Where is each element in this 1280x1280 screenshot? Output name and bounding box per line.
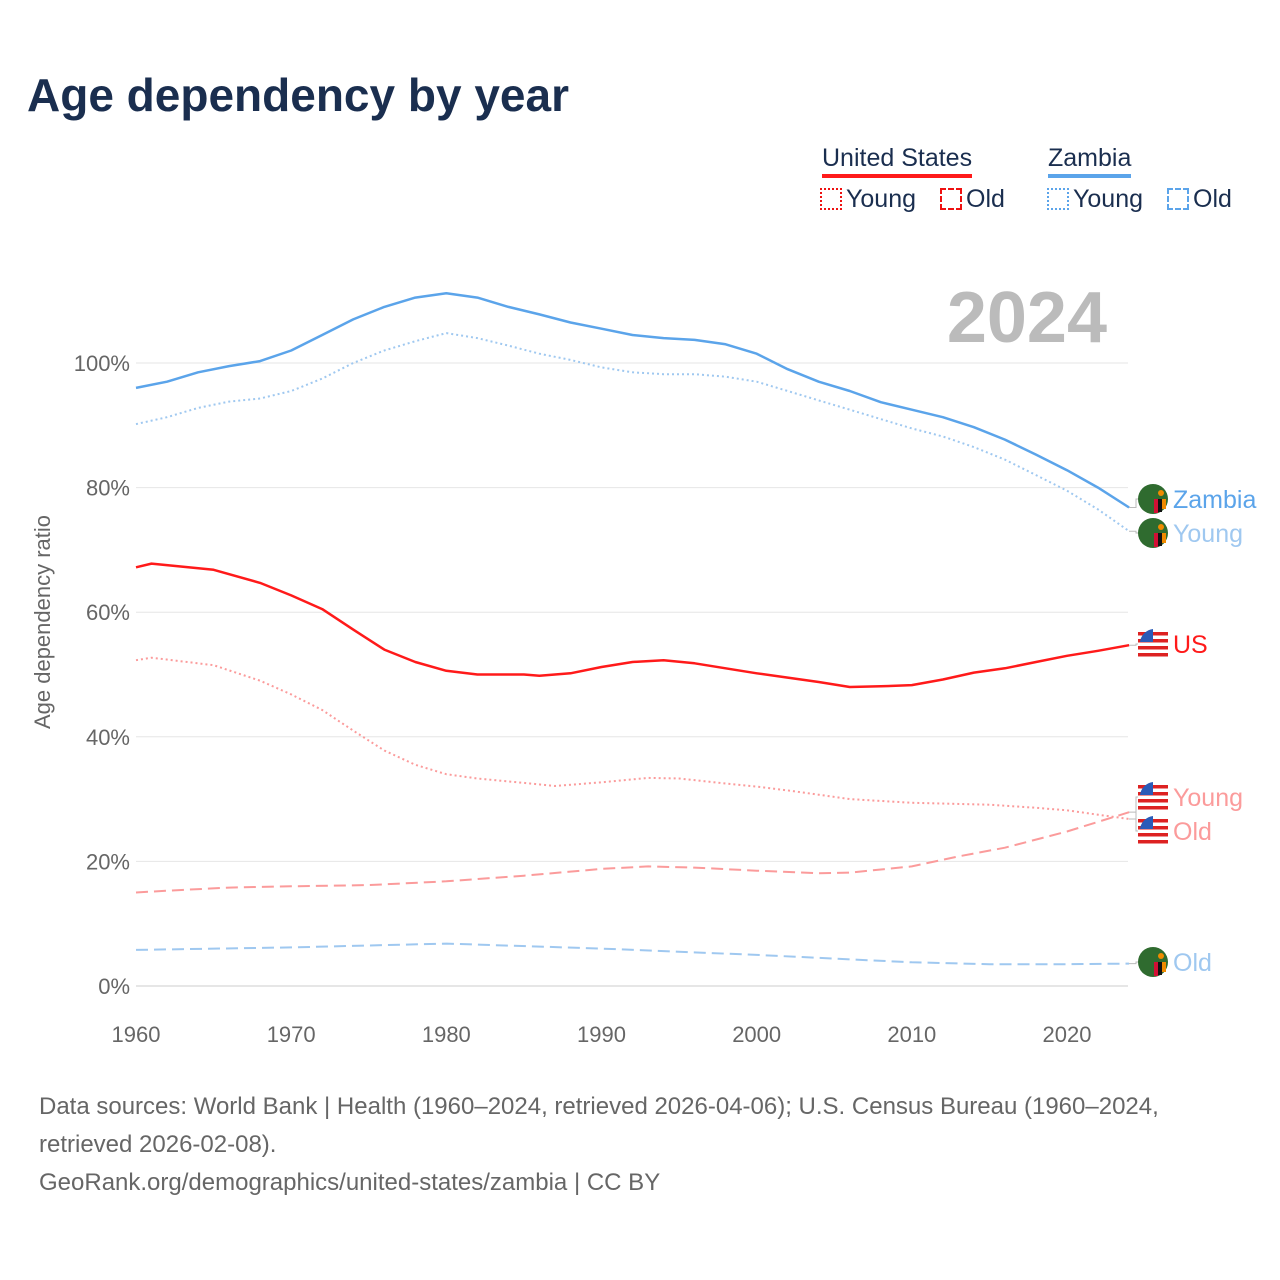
x-tick-label: 2000: [732, 1022, 781, 1047]
x-tick-label: 1990: [577, 1022, 626, 1047]
series-end-label: US: [1173, 631, 1208, 659]
us-flag-icon: [1138, 782, 1168, 812]
legend-label: Old: [1193, 185, 1232, 213]
legend-label: Old: [966, 185, 1005, 213]
y-tick-label: 40%: [86, 725, 130, 750]
series-end-label: Young: [1173, 784, 1243, 812]
us-flag-icon: [1138, 816, 1168, 846]
legend-item-zambia-young[interactable]: Young: [1047, 185, 1143, 214]
year-badge: 2024: [947, 278, 1107, 358]
series-end-label: Young: [1173, 520, 1243, 548]
legend-group-zambia[interactable]: Zambia: [1048, 144, 1132, 178]
legend-label: Young: [1073, 185, 1143, 213]
legend-item-us-young[interactable]: Young: [820, 185, 916, 214]
us-flag-icon: [1138, 629, 1168, 659]
legend-group-title: Zambia: [1048, 144, 1132, 178]
chart-title: Age dependency by year: [27, 69, 569, 121]
legend-item-us-old[interactable]: Old: [940, 185, 1005, 214]
dashed-swatch-icon: [1167, 188, 1189, 210]
y-axis-label: Age dependency ratio: [30, 515, 55, 729]
dotted-swatch-icon: [820, 188, 842, 210]
legend-group-us[interactable]: United States: [822, 144, 973, 178]
series-line-zambia-old[interactable]: [135, 942, 1130, 966]
x-tick-label: 2020: [1043, 1022, 1092, 1047]
series-line-zambia[interactable]: [135, 291, 1130, 509]
x-tick-label: 1970: [267, 1022, 316, 1047]
dashed-swatch-icon: [940, 188, 962, 210]
y-tick-label: 100%: [74, 351, 130, 376]
x-tick-label: 2010: [887, 1022, 936, 1047]
zambia-flag-icon: [1138, 484, 1168, 514]
y-tick-label: 20%: [86, 849, 130, 874]
series-end-label: Old: [1173, 949, 1212, 977]
plot-area: 2024 0% 20% 40% 60% 80% 100% 1960 1970 1980 1990 2…: [30, 278, 1256, 1047]
y-tick-label: 80%: [86, 476, 130, 501]
footer: Data sources: World Bank | Health (1960–…: [39, 1088, 1249, 1202]
series-end-label: Old: [1173, 818, 1212, 846]
x-tick-label: 1980: [422, 1022, 471, 1047]
legend-group-title: United States: [822, 144, 973, 178]
attribution-link[interactable]: GeoRank.org/demographics/united-states/z…: [39, 1169, 661, 1196]
y-tick-label: 0%: [98, 974, 130, 999]
y-tick-label: 60%: [86, 600, 130, 625]
series-line-united-states[interactable]: [135, 562, 1130, 689]
zambia-flag-icon: [1138, 947, 1168, 977]
legend-item-zambia-old[interactable]: Old: [1167, 185, 1232, 214]
zambia-flag-icon: [1138, 518, 1168, 548]
series-line-zambia-young[interactable]: [135, 332, 1130, 533]
series-line-united-states-old[interactable]: [135, 811, 1130, 894]
legend-label: Young: [846, 185, 916, 213]
x-tick-label: 1960: [112, 1022, 161, 1047]
data-sources: Data sources: World Bank | Health (1960–…: [39, 1093, 1159, 1158]
series-end-label: Zambia: [1173, 486, 1256, 514]
dotted-swatch-icon: [1047, 188, 1069, 210]
series-line-united-states-young[interactable]: [135, 656, 1130, 820]
